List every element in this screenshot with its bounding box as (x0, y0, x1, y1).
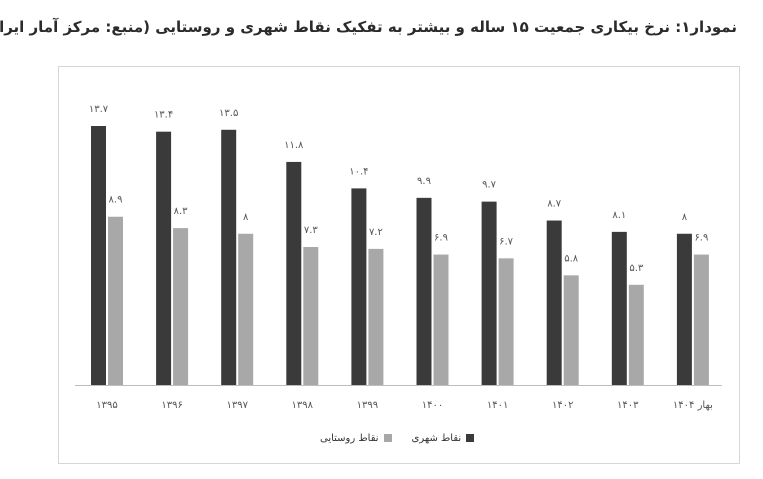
data-label-rural: ۸.۳ (174, 206, 189, 217)
data-label-rural: ۸.۹ (109, 195, 123, 206)
bar-urban (351, 188, 367, 385)
data-label-urban: ۹.۷ (482, 180, 497, 191)
bar-urban (221, 129, 237, 385)
x-tick-label: ۱۳۹۹ (357, 400, 378, 411)
data-label-urban: ۱۳.۴ (154, 110, 173, 121)
data-label-urban: ۸ (682, 212, 688, 223)
legend-label-rural: نقاط روستایی (320, 432, 379, 444)
bar-urban (416, 197, 432, 385)
data-label-rural: ۶.۷ (499, 236, 514, 247)
x-tick-label: ۱۴۰۲ (552, 400, 573, 411)
x-tick-label: ۱۴۰۰ (422, 400, 443, 411)
bar-rural (498, 258, 514, 385)
legend-swatch-urban (466, 434, 475, 442)
bar-rural (238, 233, 254, 385)
bar-rural (563, 275, 579, 385)
chart-title: نمودار۱: نرخ بیکاری جمعیت ۱۵ ساله و بیشت… (0, 18, 737, 36)
data-label-urban: ۸.۷ (547, 199, 562, 210)
bar-urban (286, 161, 302, 385)
bar-rural (368, 248, 384, 385)
data-label-rural: ۸ (243, 212, 249, 223)
legend-item-rural: نقاط روستایی (320, 433, 392, 444)
data-label-urban: ۱۰.۴ (349, 166, 368, 177)
legend-swatch-rural (383, 434, 392, 442)
data-label-urban: ۱۳.۵ (219, 108, 238, 119)
data-label-rural: ۶.۹ (694, 233, 708, 244)
bar-rural (628, 284, 644, 385)
bar-urban (481, 201, 497, 385)
bar-urban (676, 233, 692, 385)
data-label-urban: ۱۳.۷ (89, 104, 109, 115)
x-tick-label: ۱۴۰۱ (487, 400, 508, 411)
bar-urban (91, 126, 106, 385)
bar-rural (433, 254, 449, 385)
x-tick-label: ۱۳۹۷ (226, 400, 248, 411)
bar-rural (173, 228, 189, 385)
data-label-rural: ۷.۲ (369, 227, 383, 238)
data-label-rural: ۵.۳ (629, 263, 644, 274)
x-tick-label: ۱۳۹۵ (96, 400, 117, 411)
bar-rural (108, 216, 123, 385)
data-label-urban: ۹.۹ (417, 176, 431, 187)
legend: نقاط شهری نقاط روستایی (320, 429, 475, 447)
data-label-urban: ۱۱.۸ (284, 140, 304, 151)
x-tick-label: بهار ۱۴۰۴ (673, 400, 713, 411)
legend-label-urban: نقاط شهری (411, 432, 462, 444)
data-label-urban: ۸.۱ (612, 210, 626, 221)
bar-urban (611, 231, 627, 385)
x-tick-label: ۱۴۰۳ (617, 400, 639, 411)
bar-rural (693, 254, 709, 385)
data-label-rural: ۵.۸ (564, 253, 579, 264)
x-tick-label: ۱۳۹۶ (161, 400, 182, 411)
bar-urban (546, 220, 562, 385)
x-tick-label: ۱۳۹۸ (292, 400, 314, 411)
legend-item-urban: نقاط شهری (412, 433, 475, 444)
data-label-rural: ۶.۹ (434, 233, 448, 244)
data-label-rural: ۷.۳ (304, 225, 319, 236)
bar-rural (303, 246, 319, 385)
bar-urban (156, 131, 172, 385)
